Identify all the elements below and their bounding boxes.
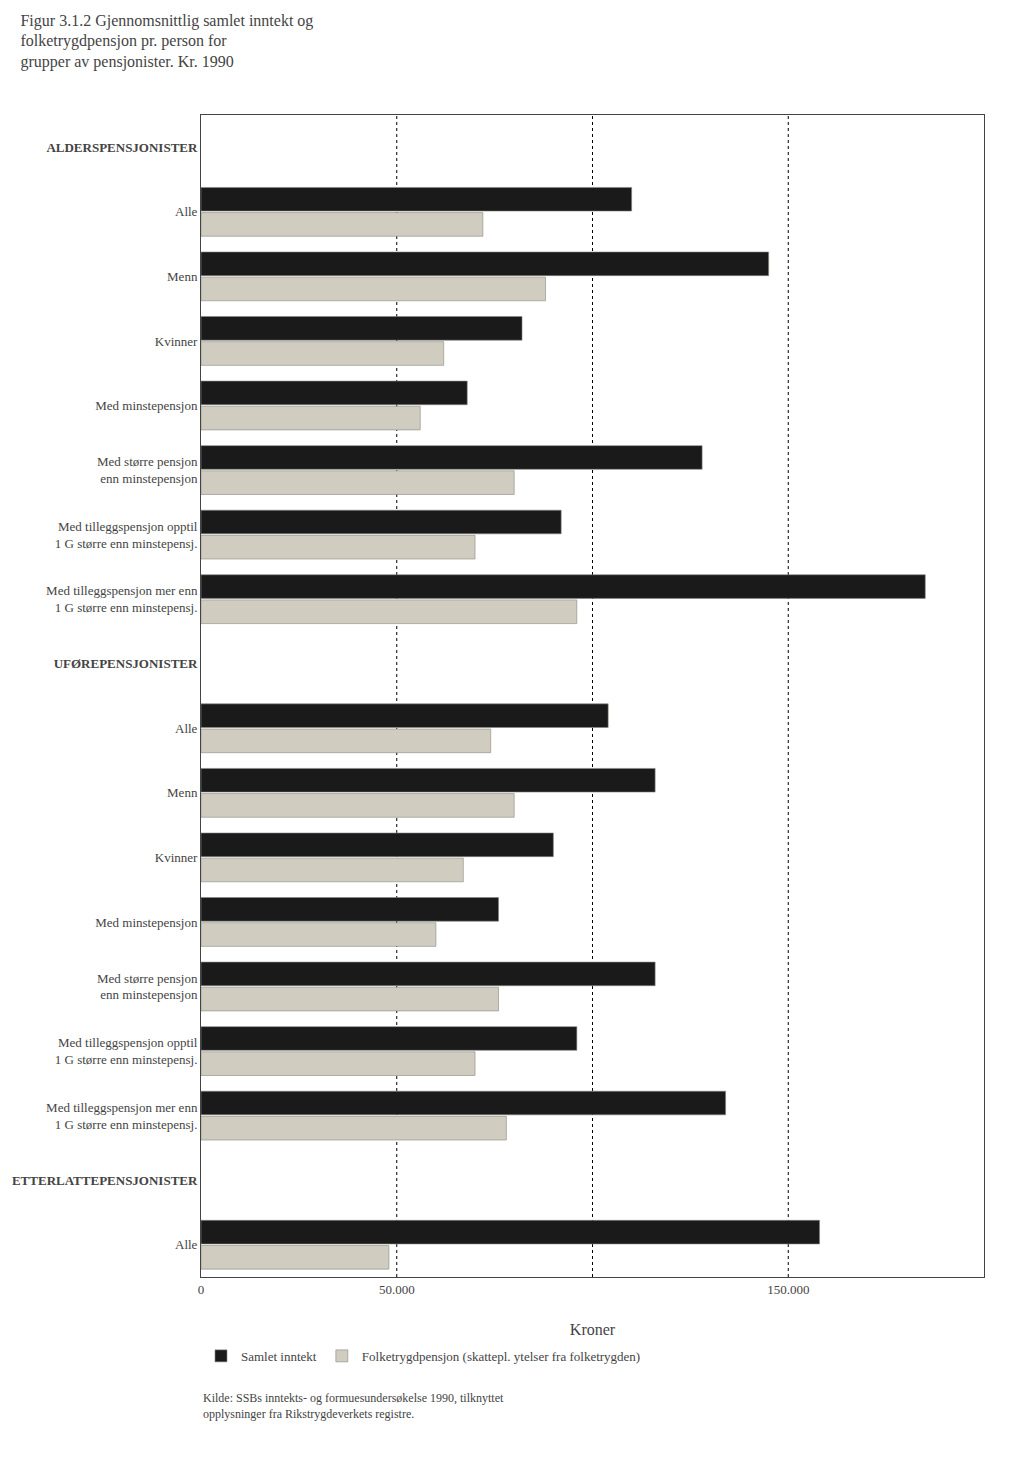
svg-text:Kvinner: Kvinner (155, 333, 198, 348)
svg-text:150.000: 150.000 (767, 1282, 809, 1297)
svg-text:Menn: Menn (167, 269, 198, 284)
svg-text:Kroner: Kroner (570, 1321, 616, 1338)
svg-text:Kilde: SSBs inntekts- og formu: Kilde: SSBs inntekts- og formuesundersøk… (203, 1391, 504, 1421)
svg-text:Menn: Menn (167, 785, 198, 800)
svg-text:Kvinner: Kvinner (155, 850, 198, 865)
svg-text:Figur 3.1.2 Gjennomsnittlig sa: Figur 3.1.2 Gjennomsnittlig samlet innte… (20, 12, 313, 72)
svg-text:50.000: 50.000 (379, 1282, 415, 1297)
svg-text:Folketrygdpensjon (skattepl. y: Folketrygdpensjon (skattepl. ytelser fra… (362, 1349, 640, 1364)
svg-text:Alle: Alle (175, 1237, 198, 1252)
svg-text:0: 0 (198, 1282, 205, 1297)
svg-text:Samlet inntekt: Samlet inntekt (241, 1349, 317, 1364)
svg-text:Alle: Alle (175, 204, 198, 219)
svg-text:Med tilleggspensjon opptil1 G: Med tilleggspensjon opptil1 G større enn… (55, 1035, 198, 1067)
svg-text:Med tilleggspensjon mer enn1 G: Med tilleggspensjon mer enn1 G større en… (46, 1100, 198, 1132)
svg-text:Med minstepensjon: Med minstepensjon (95, 914, 198, 929)
svg-text:Med tilleggspensjon mer enn1 G: Med tilleggspensjon mer enn1 G større en… (46, 583, 198, 615)
svg-text:Med tilleggspensjon opptil1 G: Med tilleggspensjon opptil1 G større enn… (55, 519, 198, 551)
svg-text:Med større pensjonenn minstepe: Med større pensjonenn minstepensjon (97, 454, 198, 486)
svg-text:UFØREPENSJONISTER: UFØREPENSJONISTER (54, 656, 198, 671)
svg-text:ALDERSPENSJONISTER: ALDERSPENSJONISTER (46, 140, 198, 155)
svg-text:Alle: Alle (175, 721, 198, 736)
svg-text:Med minstepensjon: Med minstepensjon (95, 398, 198, 413)
svg-text:ETTERLATTEPENSJONISTER: ETTERLATTEPENSJONISTER (12, 1173, 198, 1188)
svg-text:Med større pensjonenn minstepe: Med større pensjonenn minstepensjon (97, 971, 198, 1003)
